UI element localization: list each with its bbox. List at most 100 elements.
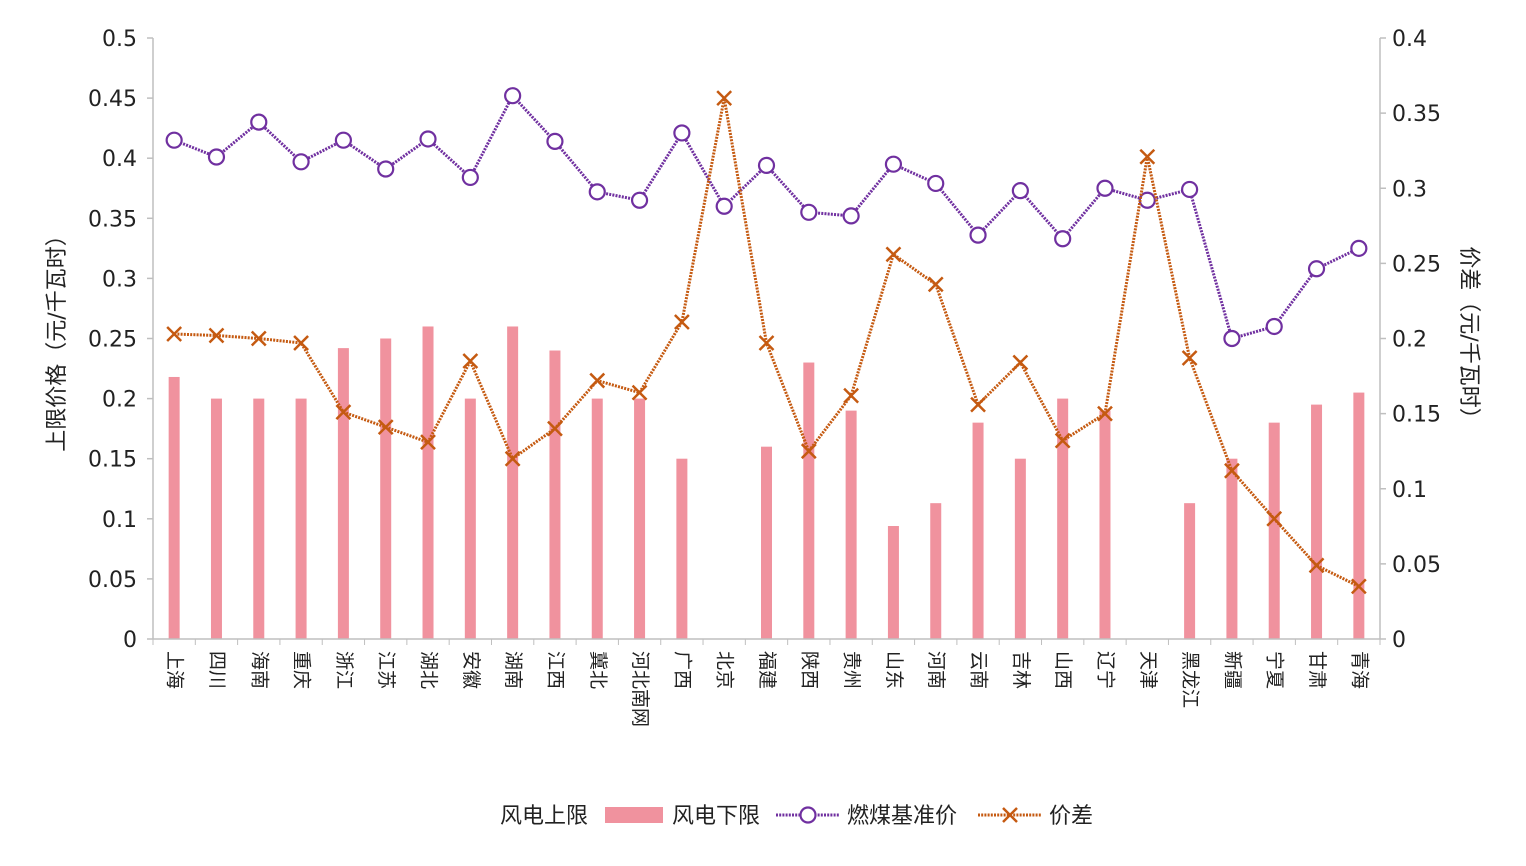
x-tick-label: 天津 <box>1137 651 1159 689</box>
bar <box>337 348 349 639</box>
legend-swatch-spread <box>978 807 1042 823</box>
x-tick-label: 辽宁 <box>1094 651 1116 689</box>
bar <box>1226 458 1238 639</box>
bar <box>1099 410 1111 639</box>
marker-stroke <box>673 314 690 330</box>
data-point <box>588 183 606 201</box>
data-point <box>377 160 395 178</box>
bar <box>295 398 307 639</box>
bar <box>634 398 646 639</box>
y-left-tick-label: 0.35 <box>88 207 137 232</box>
y-right-tick-label: 0.2 <box>1392 328 1427 353</box>
data-point <box>1181 180 1199 199</box>
data-point <box>1224 462 1240 479</box>
bar <box>253 398 265 639</box>
x-tick-label: 江西 <box>544 651 566 689</box>
data-point <box>1265 317 1283 336</box>
x-tick-label: 黑龙江 <box>1179 651 1201 708</box>
marker-stroke <box>1266 510 1283 527</box>
x-tick-label: 河北南网 <box>629 651 651 727</box>
x-tick-label: 湖南 <box>502 651 524 689</box>
marker-stroke <box>843 387 860 404</box>
bar <box>1057 398 1069 639</box>
data-point <box>504 87 522 105</box>
bar <box>845 410 857 639</box>
marker-stroke <box>758 335 775 351</box>
y-left-tick-label: 0.25 <box>88 328 137 353</box>
y-right-tick-label: 0.15 <box>1392 403 1441 428</box>
data-point <box>842 207 860 225</box>
bar <box>1311 404 1323 639</box>
marker-stroke <box>1097 405 1113 422</box>
marker-stroke <box>1181 350 1198 366</box>
x-tick-label: 宁夏 <box>1264 651 1286 689</box>
marker-stroke <box>166 326 183 342</box>
data-point <box>1139 148 1156 165</box>
data-point <box>1012 354 1029 371</box>
data-point <box>207 148 226 166</box>
bar <box>930 503 942 639</box>
legend-label-wind-upper: 风电上限 <box>500 804 588 829</box>
data-point <box>1054 230 1072 248</box>
legend-label-coal-price: 燃煤基准价 <box>847 804 957 829</box>
data-point <box>1096 179 1114 197</box>
bar <box>549 350 561 639</box>
marker-stroke <box>504 450 521 467</box>
marker-stroke <box>1139 148 1156 165</box>
marker-stroke <box>1224 462 1240 479</box>
bar <box>972 422 984 639</box>
y-left-tick-label: 0.5 <box>102 27 137 52</box>
x-tick-label: 陕西 <box>798 651 820 689</box>
data-point <box>335 404 352 421</box>
marker-stroke <box>420 434 436 451</box>
data-point <box>589 372 606 389</box>
bar <box>1353 392 1365 639</box>
category-labels: 上海 四川 海南 重庆 浙江 江苏 湖北 安徽 湖南 江西 冀北 河北南网 广西 北京 福建 陕西 贵州 山东 河南… <box>164 651 1371 727</box>
data-point <box>462 353 479 369</box>
x-tick-label: 河南 <box>925 651 947 689</box>
x-tick-label: 山东 <box>883 651 905 689</box>
x-tick-label: 江苏 <box>375 651 397 689</box>
x-tick-label: 甘肃 <box>1306 651 1328 689</box>
data-point <box>1097 405 1113 422</box>
data-point <box>504 450 521 467</box>
data-point <box>970 396 986 413</box>
data-point <box>1223 329 1241 348</box>
data-point <box>630 191 649 209</box>
y-left-tick-label: 0.15 <box>88 448 137 473</box>
data-point <box>715 197 733 215</box>
data-point <box>1350 578 1367 595</box>
bar <box>168 376 180 639</box>
bars-layer <box>168 326 1365 639</box>
marker-stroke <box>377 419 394 436</box>
bar <box>1268 422 1280 639</box>
marker-stroke <box>970 396 986 413</box>
y-left-tick-label: 0.3 <box>102 267 137 292</box>
data-point <box>334 131 352 149</box>
data-point <box>1350 239 1368 257</box>
x-tick-label: 青海 <box>1348 651 1370 689</box>
marker-stroke <box>589 372 606 389</box>
x-tick-label: 北京 <box>714 651 736 689</box>
bar <box>507 326 519 639</box>
data-point <box>800 443 817 460</box>
y-axis-right-title: 价差（元/千瓦时） <box>1456 246 1481 429</box>
data-point <box>800 203 818 221</box>
data-point <box>1054 432 1071 449</box>
x-tick-label: 重庆 <box>291 651 313 689</box>
x-tick-label: 新疆 <box>1221 651 1243 689</box>
bar <box>761 446 772 639</box>
ticks-layer: 0 0.05 0.1 0.15 0.2 0.25 0.3 0.35 0.4 0.45 0.5 0 0.0… <box>88 27 1441 653</box>
data-point <box>292 153 310 171</box>
marker-stroke <box>547 420 563 437</box>
x-tick-label: 福建 <box>756 651 778 689</box>
legend-swatch-wind-lower <box>605 807 663 823</box>
data-point <box>546 132 564 150</box>
marker-stroke <box>1054 432 1071 449</box>
bar <box>591 398 603 639</box>
bar <box>676 458 688 639</box>
marker-stroke <box>885 246 902 263</box>
y-right-tick-label: 0.1 <box>1392 478 1427 503</box>
y-left-tick-label: 0.1 <box>102 508 137 533</box>
y-axis-left-title: 上限价格（元/千瓦时） <box>45 224 70 451</box>
